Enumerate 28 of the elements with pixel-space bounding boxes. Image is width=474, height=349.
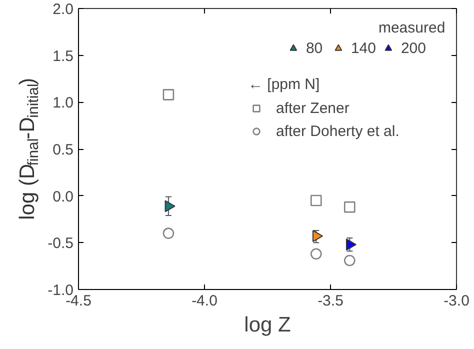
y-tick-label: 1.5 [52, 48, 74, 65]
point [346, 238, 357, 251]
y-tick-label: 2.0 [52, 1, 74, 18]
y-tick-label: 1.0 [52, 94, 74, 112]
x-tick-label: -4.0 [192, 292, 218, 310]
y-tick-label: -0.5 [48, 235, 74, 252]
x-tick-label: -3.0 [444, 292, 470, 310]
legend-label: after Zener [276, 100, 350, 116]
legend-label: 80 [306, 40, 324, 56]
point [162, 228, 174, 239]
y-tick-label: 0.0 [52, 188, 74, 206]
legend-label: 200 [400, 40, 426, 56]
point [310, 194, 322, 206]
y-tick-label: 0.5 [52, 142, 74, 158]
x-tick-label: -3.5 [318, 292, 344, 310]
legend-label: 140 [350, 40, 376, 56]
point [162, 89, 174, 100]
point [312, 230, 323, 242]
y-axis-title: log (Dfinal-Dinitial) [16, 78, 42, 220]
x-axis-title: log Z [244, 314, 292, 336]
point [164, 200, 176, 212]
legend-label: after Doherty et al. [276, 122, 400, 140]
point [310, 248, 322, 260]
point [344, 254, 356, 266]
annotation: measured [378, 20, 446, 37]
y-tick-label: -1.0 [48, 282, 74, 299]
annotation: ← [ppm N] [248, 76, 321, 93]
point [344, 201, 356, 213]
